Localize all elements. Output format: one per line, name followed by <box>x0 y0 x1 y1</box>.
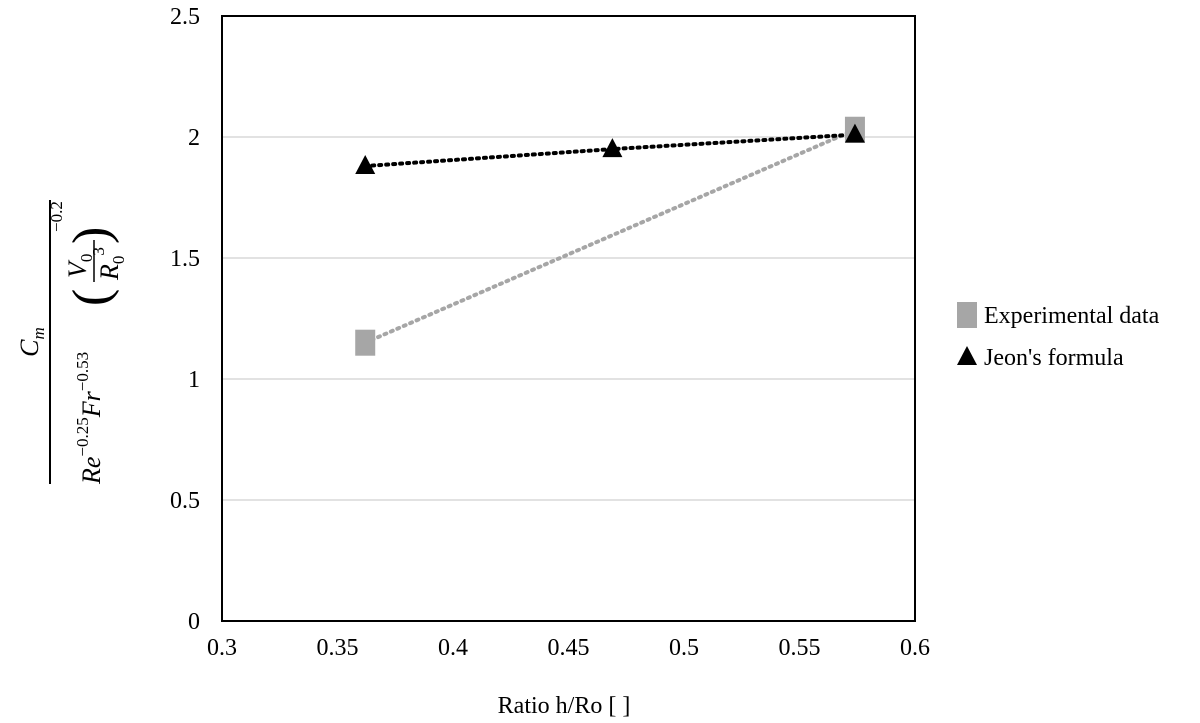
x-tick-label: 0.5 <box>669 635 699 661</box>
y-label-left-paren: ( <box>63 289 120 306</box>
x-tick-label: 0.55 <box>779 635 821 661</box>
y-tick-label: 0.5 <box>170 488 200 514</box>
series-lines <box>363 127 857 345</box>
y-label-denominator: Re−0.25Fr−0.53 <box>73 352 106 485</box>
y-tick-label: 1 <box>188 367 200 393</box>
x-tick-label: 0.45 <box>548 635 590 661</box>
y-label-r: R03 <box>89 247 128 281</box>
legend-marker-0 <box>957 302 977 328</box>
data-markers <box>355 116 865 356</box>
legend-label-0: Experimental data <box>984 303 1160 329</box>
x-tick-label: 0.35 <box>317 635 359 661</box>
legend-marker-1 <box>957 346 977 365</box>
y-label-v: V0 <box>63 254 96 278</box>
series-line-0 <box>363 127 857 345</box>
y-tick-label: 0 <box>188 609 200 635</box>
y-tick-label: 2 <box>188 125 200 151</box>
data-point-triangle <box>355 155 376 175</box>
y-label-numerator: Cm <box>15 327 48 357</box>
x-tick-label: 0.3 <box>207 635 237 661</box>
legend: Experimental data Jeon's formula <box>957 302 1160 371</box>
legend-label-1: Jeon's formula <box>984 345 1124 371</box>
y-label-outer-exponent: −0.2 <box>47 201 66 232</box>
y-tick-label: 2.5 <box>170 4 200 30</box>
data-point-triangle <box>602 138 623 158</box>
x-tick-label: 0.4 <box>438 635 468 661</box>
gridlines <box>222 15 915 622</box>
data-point-triangle <box>844 123 865 143</box>
x-tick-label: 0.6 <box>900 635 930 661</box>
plot-frame <box>221 15 916 622</box>
data-point-square <box>355 329 376 356</box>
y-axis-label: Cm Re−0.25Fr−0.53 ( V0 R03 ) −0.2 <box>15 200 128 485</box>
y-tick-label: 1.5 <box>170 246 200 272</box>
y-label-right-paren: ) <box>63 227 120 244</box>
x-axis-label: Ratio h/Ro [ ] <box>498 693 631 719</box>
y-tick-labels: 0 0.5 1 1.5 2 2.5 <box>170 4 200 635</box>
x-tick-labels: 0.3 0.35 0.4 0.45 0.5 0.55 0.6 <box>207 635 930 661</box>
